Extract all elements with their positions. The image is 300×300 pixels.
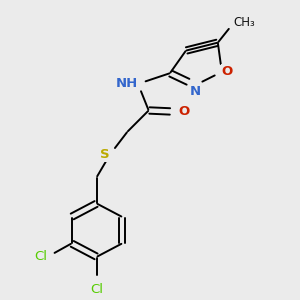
Text: O: O — [222, 65, 233, 78]
Text: CH₃: CH₃ — [234, 16, 256, 29]
Text: S: S — [100, 148, 110, 161]
Text: O: O — [178, 105, 189, 118]
Text: N: N — [190, 85, 201, 98]
Text: NH: NH — [116, 77, 138, 90]
Text: Cl: Cl — [90, 284, 103, 296]
Text: Cl: Cl — [34, 250, 48, 263]
